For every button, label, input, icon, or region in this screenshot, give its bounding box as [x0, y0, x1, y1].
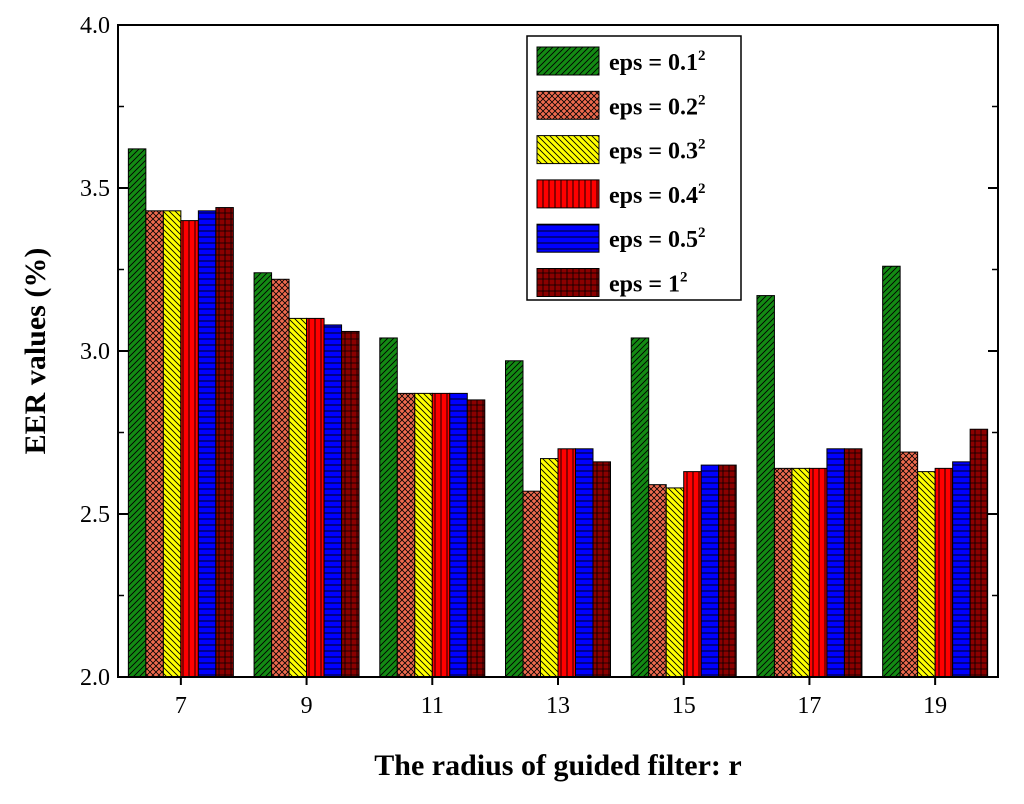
- legend-superscript: 2: [698, 225, 706, 241]
- legend-label-6: eps = 12: [609, 270, 688, 298]
- bar-r9-series-3: [288, 317, 308, 678]
- bar-r9-series-2: [271, 278, 290, 678]
- bar-r17-series-5: [826, 448, 845, 678]
- legend-swatch-6: [536, 268, 600, 297]
- legend-label-4: eps = 0.42: [609, 181, 706, 209]
- legend: eps = 0.12 eps = 0.22 eps = 0.32 eps = 0.42…: [526, 35, 742, 301]
- bar-r11-series-3: [414, 392, 433, 678]
- bar-r9-series-1: [253, 272, 273, 678]
- bar-r17-series-1: [756, 295, 775, 678]
- bar-r15-series-1: [630, 337, 650, 678]
- bar-r7-series-4: [180, 220, 199, 678]
- bar-r19-series-4: [934, 467, 954, 678]
- x-tick-label: 7: [175, 693, 187, 719]
- legend-label-2: eps = 0.22: [609, 92, 706, 120]
- legend-superscript: 2: [698, 137, 706, 153]
- x-tick-label: 9: [301, 693, 313, 719]
- bar-r7-series-2: [145, 210, 164, 678]
- x-axis-title: The radius of guided filter: r: [374, 749, 742, 782]
- bar-r13-series-4: [557, 448, 576, 678]
- bar-r15-series-4: [683, 471, 702, 678]
- legend-label-1: eps = 0.12: [609, 48, 706, 76]
- legend-superscript: 2: [698, 92, 706, 108]
- y-tick-label: 2.5: [80, 502, 110, 528]
- bar-r17-series-2: [773, 467, 793, 678]
- bar-r13-series-1: [505, 360, 524, 678]
- bar-r11-series-2: [396, 392, 416, 678]
- bar-r9-series-4: [306, 317, 325, 678]
- bar-r15-series-5: [700, 464, 720, 678]
- bar-r19-series-2: [899, 451, 919, 678]
- legend-swatch-4: [536, 179, 600, 209]
- bar-r11-series-6: [466, 399, 486, 678]
- x-tick-label: 17: [797, 693, 821, 719]
- bar-r19-series-5: [952, 461, 971, 678]
- bar-r7-series-1: [127, 148, 147, 678]
- legend-label-5: eps = 0.52: [609, 225, 706, 253]
- bar-r7-series-3: [162, 210, 182, 678]
- x-tick-label: 19: [923, 693, 947, 719]
- legend-swatch-5: [536, 223, 600, 253]
- y-tick-label: 3.0: [80, 339, 110, 365]
- bar-r19-series-3: [917, 471, 936, 678]
- bar-r13-series-3: [540, 458, 559, 678]
- legend-superscript: 2: [698, 181, 706, 197]
- legend-swatch-3: [536, 135, 600, 165]
- bar-r17-series-3: [791, 467, 810, 678]
- bar-r7-series-5: [197, 210, 217, 678]
- bar-r15-series-6: [718, 464, 737, 678]
- bar-r11-series-5: [449, 392, 468, 678]
- bar-r13-series-6: [592, 461, 611, 678]
- bar-r17-series-6: [843, 448, 863, 678]
- bar-r7-series-6: [215, 207, 234, 678]
- bar-r19-series-1: [882, 265, 901, 678]
- bar-r9-series-6: [341, 330, 360, 678]
- x-tick-label: 13: [546, 693, 570, 719]
- bar-r13-series-5: [575, 448, 594, 678]
- x-tick-label: 11: [421, 693, 444, 719]
- bar-r17-series-4: [808, 467, 828, 678]
- y-axis-title: EER values (%): [19, 248, 52, 455]
- legend-swatch-1: [536, 46, 600, 76]
- bar-r13-series-2: [522, 490, 541, 678]
- y-tick-label: 2.0: [80, 665, 110, 691]
- bar-r9-series-5: [323, 324, 343, 678]
- bar-r15-series-2: [648, 484, 667, 678]
- legend-label-3: eps = 0.32: [609, 137, 706, 165]
- bar-r11-series-4: [431, 392, 451, 678]
- legend-swatch-2: [536, 90, 600, 120]
- legend-box: [526, 35, 742, 301]
- bar-r19-series-6: [969, 428, 989, 678]
- y-tick-label: 3.5: [80, 176, 110, 202]
- bar-r11-series-1: [379, 337, 398, 678]
- legend-superscript: 2: [698, 48, 706, 64]
- bar-r15-series-3: [665, 487, 685, 678]
- x-tick-label: 15: [672, 693, 696, 719]
- y-tick-label: 4.0: [80, 13, 110, 39]
- legend-superscript: 2: [680, 270, 688, 286]
